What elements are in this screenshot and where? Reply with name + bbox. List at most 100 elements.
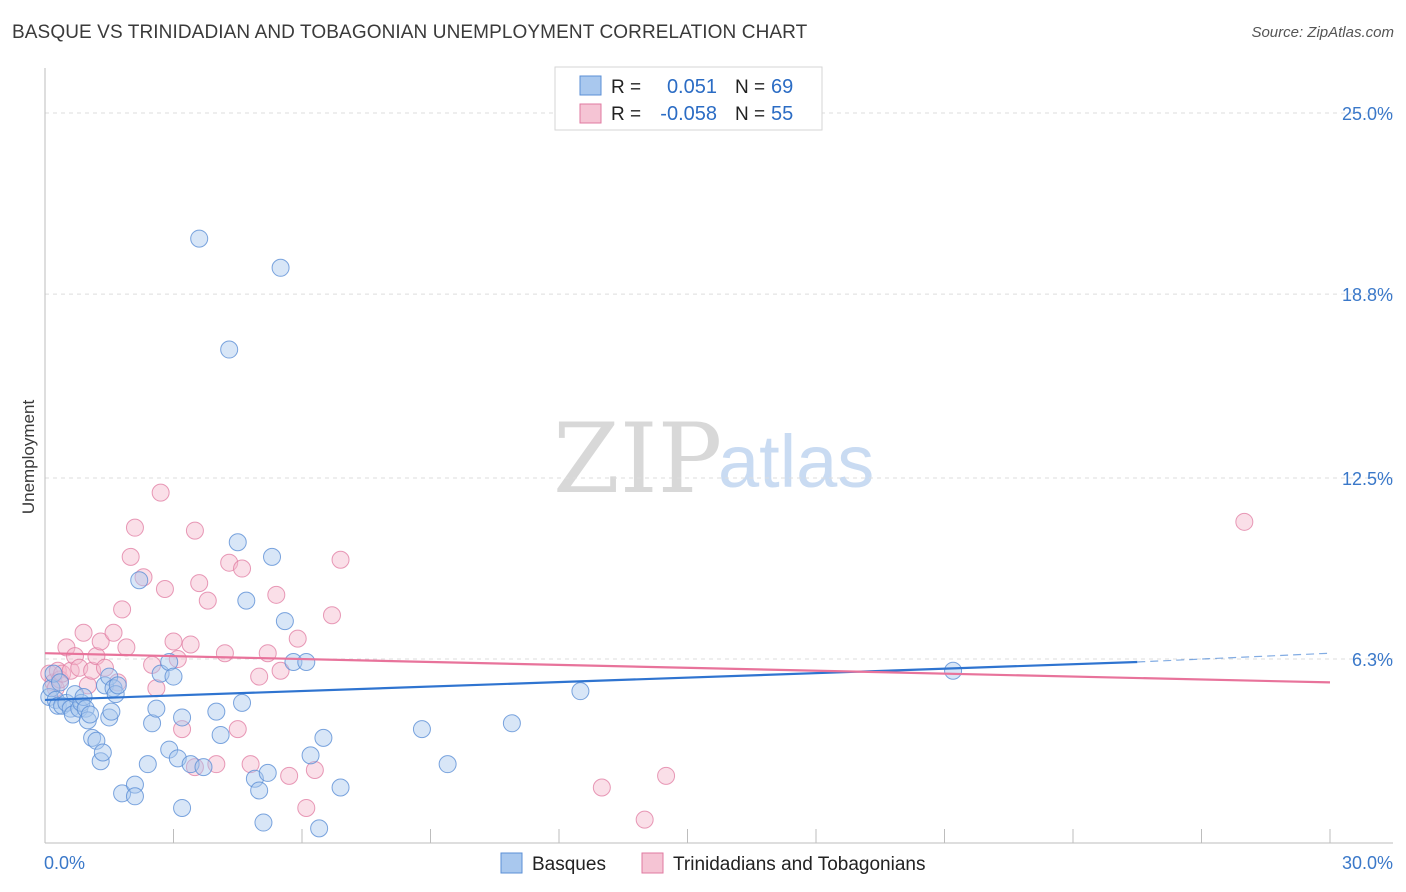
top-legend: R = 0.051 N = 69 R = -0.058 N = 55 — [554, 66, 823, 131]
grid-lines — [45, 112, 1393, 660]
y-tick-label: 25.0% — [1342, 104, 1393, 124]
basque-point — [944, 661, 963, 680]
series-trinidadians-points — [40, 483, 1254, 829]
trinidadian-point — [331, 550, 350, 569]
legend-r-label-2: R = — [611, 104, 641, 125]
y-tick-label: 6.3% — [1352, 650, 1393, 670]
basque-point — [331, 778, 350, 797]
basque-point — [228, 533, 247, 552]
bottom-legend-label-basques: Basques — [532, 854, 606, 875]
trinidadian-point — [657, 766, 676, 785]
bottom-legend-swatch-basques — [500, 852, 523, 874]
basque-point — [190, 229, 209, 248]
trend-lines — [44, 652, 1331, 702]
basque-point — [130, 571, 149, 590]
bottom-legend-label-trinidadians: Trinidadians and Tobagonians — [673, 854, 925, 875]
legend-r-value-2: -0.058 — [660, 103, 717, 125]
basque-point — [87, 731, 106, 750]
trinidadian-point — [185, 521, 204, 540]
trinidadian-point — [121, 547, 140, 566]
basque-point — [50, 673, 69, 692]
basque-point — [173, 798, 192, 817]
trinidadians-trend-line — [44, 652, 1331, 684]
basque-point — [571, 682, 590, 701]
trinidadian-point — [113, 600, 132, 619]
trinidadian-point — [151, 483, 170, 502]
trinidadian-point — [228, 720, 247, 739]
basque-point — [164, 667, 183, 686]
basque-point — [301, 746, 320, 765]
trinidadian-point — [190, 574, 209, 593]
trinidadian-point — [271, 661, 290, 680]
basque-point — [438, 755, 457, 774]
trinidadian-point — [241, 755, 260, 774]
series-basques-points — [40, 229, 963, 838]
bottom-legend-swatch-trinidadians — [641, 852, 664, 874]
basque-point — [143, 714, 162, 733]
basque-point — [254, 813, 273, 832]
trinidadian-point — [104, 623, 123, 642]
x-tick-label-max: 30.0% — [1342, 853, 1393, 873]
x-tick-label-min: 0.0% — [44, 853, 85, 873]
basque-point — [91, 752, 110, 771]
trinidadian-point — [164, 632, 183, 651]
trinidadian-point — [250, 667, 269, 686]
legend-swatch-basques — [579, 75, 602, 96]
basque-point — [138, 755, 157, 774]
legend-r-value-1: 0.051 — [667, 76, 717, 98]
basque-point — [220, 340, 239, 359]
trinidadian-point — [288, 629, 307, 648]
basque-point — [125, 787, 144, 806]
axes — [44, 68, 1393, 844]
basque-point — [237, 591, 256, 610]
trinidadian-point — [267, 585, 286, 604]
source-label: Source: ZipAtlas.com — [1251, 24, 1394, 41]
basque-point — [271, 258, 290, 277]
legend-n-value-1: 69 — [771, 76, 793, 98]
y-tick-label: 12.5% — [1342, 469, 1393, 489]
basque-point — [44, 664, 63, 683]
chart-title: BASQUE VS TRINIDADIAN AND TOBAGONIAN UNE… — [12, 22, 808, 43]
basque-point — [173, 708, 192, 727]
basque-point — [74, 688, 93, 707]
basque-point — [250, 781, 269, 800]
legend-n-value-2: 55 — [771, 103, 793, 125]
basque-point — [93, 743, 112, 762]
trinidadian-point — [95, 658, 114, 677]
basque-point — [502, 714, 521, 733]
basque-point — [147, 699, 166, 718]
trinidadian-point — [280, 766, 299, 785]
legend-swatch-trinidadians — [579, 103, 602, 124]
trinidadian-point — [322, 606, 341, 625]
basque-point — [258, 763, 277, 782]
legend-n-label-2: N = — [735, 104, 765, 125]
trinidadian-point — [592, 778, 611, 797]
basque-point — [314, 728, 333, 747]
trinidadian-point — [215, 644, 234, 663]
trinidadian-point — [198, 591, 217, 610]
y-axis-label: Unemployment — [19, 400, 38, 515]
basque-point — [80, 705, 99, 724]
trinidadian-point — [181, 635, 200, 654]
basques-trend-line — [44, 660, 1138, 702]
basque-point — [233, 693, 252, 712]
trinidadian-point — [117, 638, 136, 657]
trinidadian-point — [233, 559, 252, 578]
y-tick-label: 18.8% — [1342, 285, 1393, 305]
basque-point — [263, 547, 282, 566]
watermark-atlas: atlas — [718, 420, 874, 503]
trinidadian-point — [65, 647, 84, 666]
basque-point — [207, 702, 226, 721]
basque-point — [412, 720, 431, 739]
trinidadian-point — [635, 810, 654, 829]
trinidadian-point — [125, 518, 144, 537]
trinidadian-point — [74, 623, 93, 642]
basque-point — [160, 652, 179, 671]
basque-point — [310, 819, 329, 838]
legend-r-label-1: R = — [611, 77, 641, 98]
basque-point — [211, 725, 230, 744]
legend-n-label-1: N = — [735, 77, 765, 98]
basque-point — [297, 652, 316, 671]
trinidadian-point — [155, 579, 174, 598]
